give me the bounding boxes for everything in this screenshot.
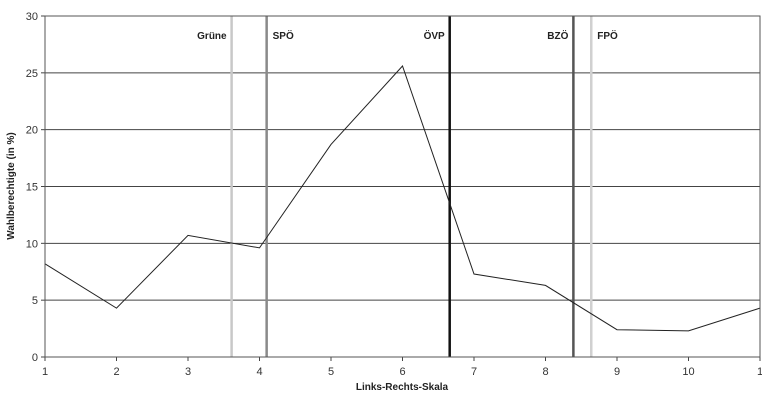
x-tick-label: 4: [256, 366, 262, 378]
series: [44, 65, 761, 332]
axes: [41, 15, 761, 361]
y-tick-label: 0: [32, 352, 38, 364]
x-tick-label: 5: [328, 366, 334, 378]
party-label: Grüne: [197, 31, 227, 42]
party-markers: Grüne SPÖ ÖVP BZÖ FPÖ: [197, 16, 618, 357]
data-point: [187, 234, 190, 237]
party-label: ÖVP: [424, 29, 445, 42]
y-tick-label: 5: [32, 295, 38, 307]
x-tick-label: 3: [185, 366, 191, 378]
party-label: BZÖ: [547, 29, 568, 42]
series-line: [44, 65, 761, 332]
data-point: [616, 328, 619, 331]
data-point: [687, 329, 690, 332]
data-point: [473, 273, 476, 276]
party-label: FPÖ: [597, 29, 618, 42]
y-tick-label: 20: [26, 125, 38, 137]
data-point: [544, 284, 547, 287]
y-tick-label: 15: [26, 182, 38, 194]
tick-labels: 0 5 10 15 20 25 30 1 2 3 4 5 6 7 8 9 10 1: [26, 11, 762, 378]
data-point: [258, 246, 261, 249]
x-tick-label: 9: [614, 366, 620, 378]
x-tick-label: 6: [399, 366, 405, 378]
data-point: [115, 307, 118, 310]
data-point: [330, 143, 333, 146]
y-tick-label: 10: [26, 238, 38, 250]
y-tick-label: 30: [26, 11, 38, 23]
data-point: [401, 65, 404, 68]
party-label: SPÖ: [273, 29, 294, 42]
y-tick-label: 25: [26, 68, 38, 80]
x-tick-label: 10: [682, 366, 694, 378]
x-tick-label: 8: [542, 366, 548, 378]
x-tick-label: 1: [757, 366, 762, 378]
plot-border: [44, 15, 761, 358]
x-tick-label: 1: [42, 366, 48, 378]
x-tick-label: 7: [471, 366, 477, 378]
x-tick-label: 2: [113, 366, 119, 378]
y-axis-title: Wahlberechtigte (in %): [6, 132, 17, 239]
x-axis-title: Links-Rechts-Skala: [356, 382, 449, 393]
